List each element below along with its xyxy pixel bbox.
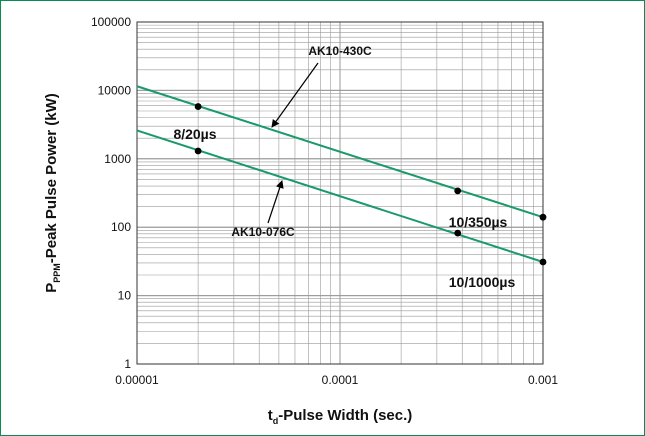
y-tick-label: 100: [111, 220, 131, 234]
data-point: [194, 103, 202, 110]
series-0: [136, 85, 547, 221]
y-axis-title-rest: -Peak Pulse Power (kW): [43, 93, 60, 263]
x-axis-title-sub: d: [273, 416, 279, 426]
data-point: [539, 258, 547, 266]
x-tick-label: 0.0001: [322, 373, 359, 387]
y-tick-label: 10000: [98, 83, 132, 97]
series-label-ak10-076c: AK10-076C: [231, 225, 295, 239]
y-tick-label: 1: [124, 357, 131, 371]
data-point: [194, 147, 202, 155]
data-point: [454, 187, 462, 195]
waveform-label: 10/350µs: [449, 214, 508, 230]
y-axis-title-main: P: [43, 283, 60, 293]
arrow-ak10-076c: [267, 180, 284, 224]
plot-area: [136, 21, 544, 365]
x-axis-title-main: t: [268, 407, 273, 424]
y-tick-label: 100000: [91, 15, 131, 29]
annotations-layer: AK10-430C AK10-076C 8/20µs 10/350µs 10/1000µ…: [173, 44, 515, 290]
grid-layer: [136, 21, 544, 365]
series-line: [136, 85, 544, 219]
y-tick-label: 1000: [104, 152, 131, 166]
x-tick-label: 0.001: [528, 373, 558, 387]
series-line: [136, 129, 544, 263]
series-layer: [136, 85, 547, 266]
waveform-label: 10/1000µs: [449, 274, 516, 290]
x-axis-title: td-Pulse Width (sec.): [268, 407, 413, 426]
waveform-label: 8/20µs: [173, 126, 216, 142]
arrow-ak10-430c: [271, 62, 319, 128]
x-tick-label: 0.00001: [115, 373, 159, 387]
data-point: [539, 213, 547, 221]
y-tick-label: 10: [118, 289, 132, 303]
data-point: [454, 229, 462, 237]
x-axis-title-rest: -Pulse Width (sec.): [278, 407, 412, 424]
series-1: [136, 129, 547, 266]
y-axis-title: PPPM-Peak Pulse Power (kW): [43, 93, 62, 293]
y-axis-title-sub: PPM: [52, 263, 62, 283]
series-label-ak10-430c: AK10-430C: [308, 44, 372, 58]
tick-labels: 0.00001 0.0001 0.001 1 10 100 1000 10000 100000: [91, 15, 558, 387]
